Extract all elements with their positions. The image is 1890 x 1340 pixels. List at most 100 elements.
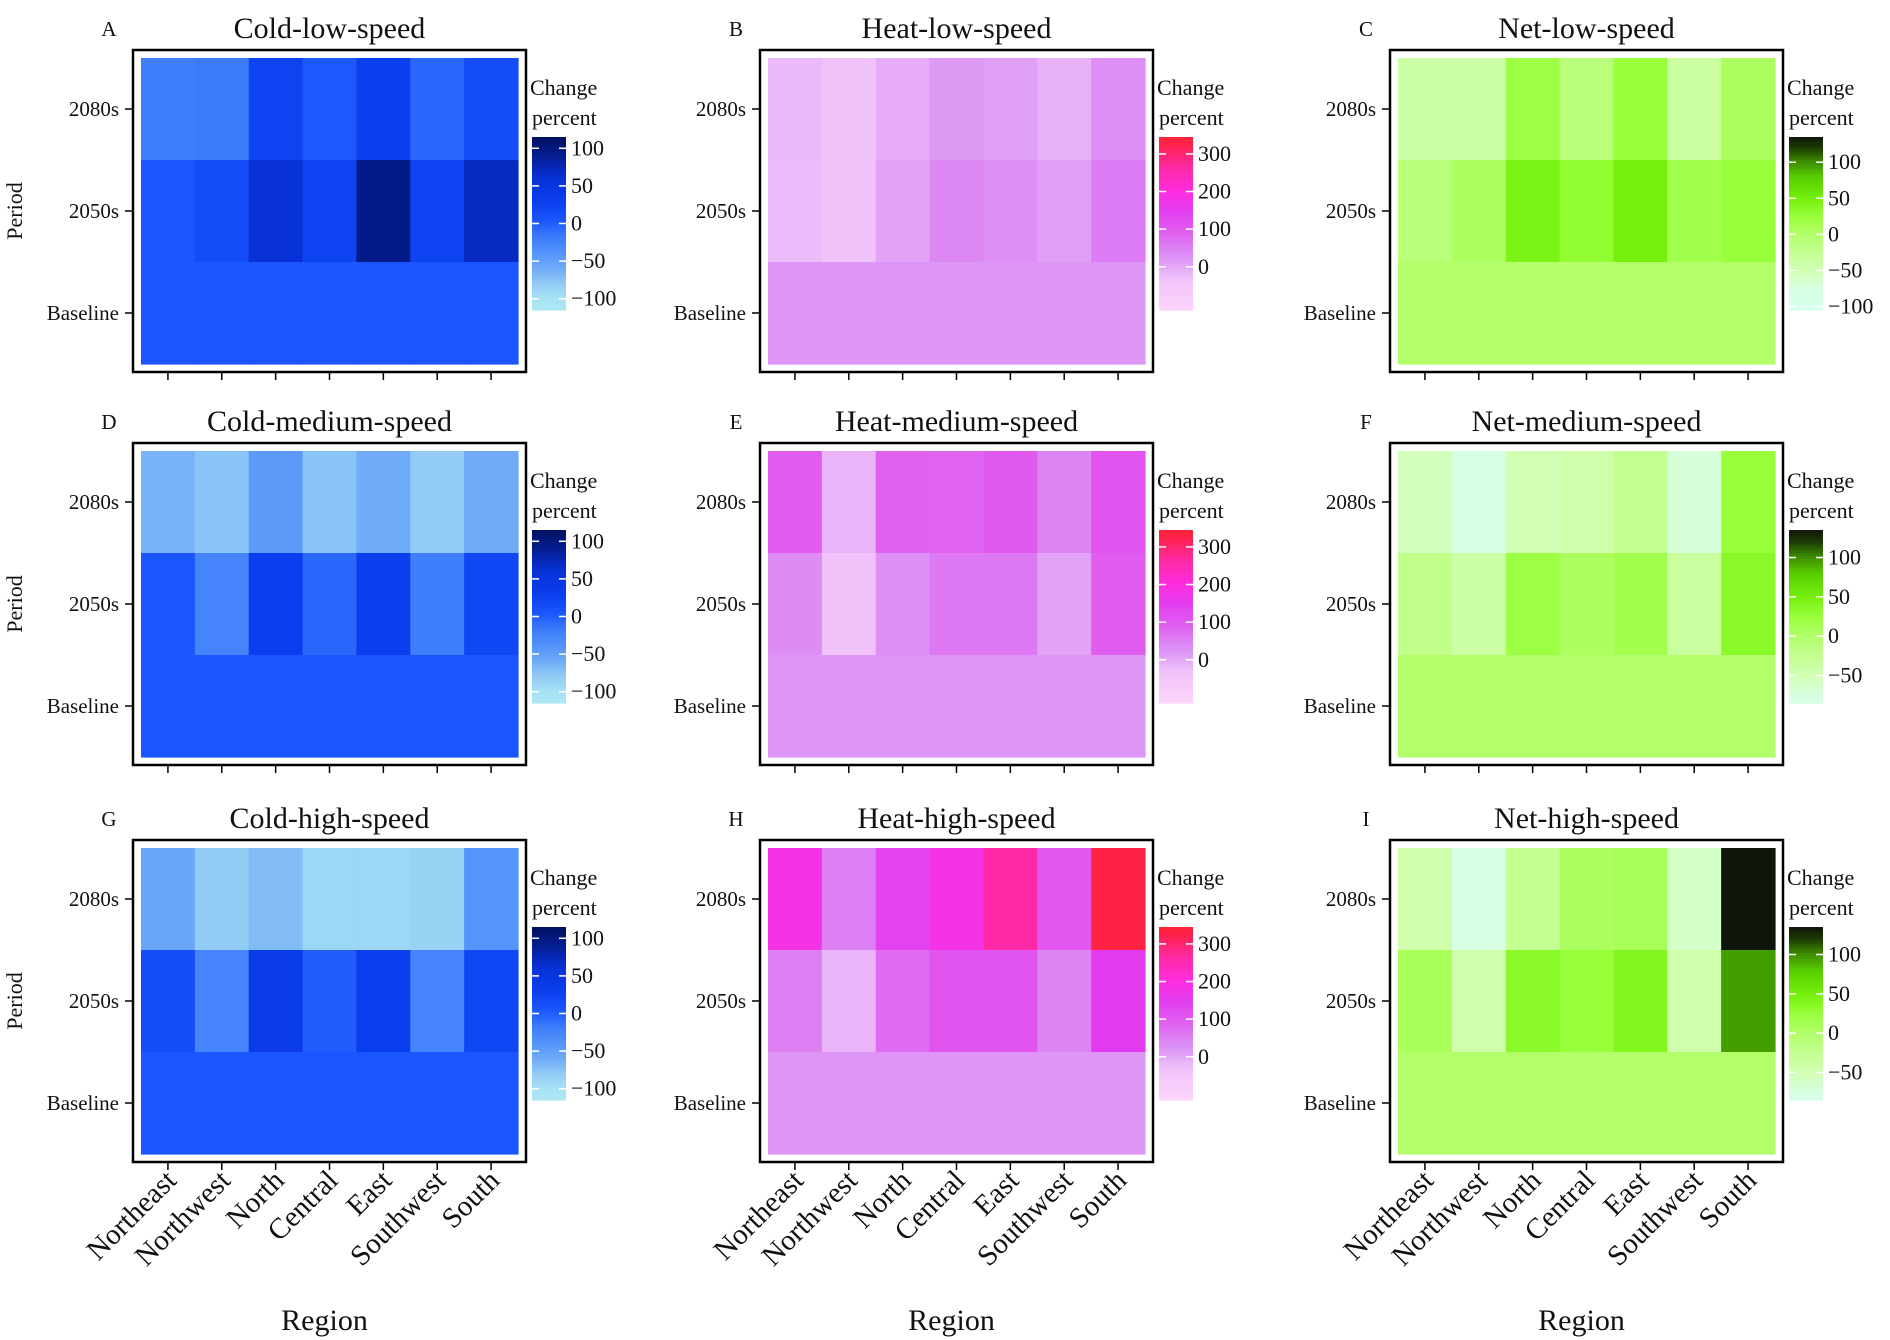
legend-color-step xyxy=(1789,1097,1823,1101)
heatmap-cell xyxy=(141,262,196,365)
heatmap-cell xyxy=(1559,451,1615,554)
legend-color-step xyxy=(532,576,566,580)
legend-color-step xyxy=(532,984,566,989)
legend-color-step xyxy=(1789,1004,1823,1009)
legend-color-step xyxy=(532,561,566,566)
heatmap-cell xyxy=(1505,655,1561,758)
legend-color-step xyxy=(532,1030,566,1035)
heatmap-cell xyxy=(1398,655,1453,758)
legend-color-step xyxy=(1789,682,1823,687)
heatmap-cell xyxy=(768,262,823,365)
legend-tick-label: 100 xyxy=(571,925,604,950)
legend-color-step xyxy=(1789,240,1823,245)
panel-D: D Cold-medium-speed 2080s 2050s Baseline Peri… xyxy=(2,405,616,773)
legend-tick-label: 100 xyxy=(1198,1006,1231,1031)
heatmap-cell xyxy=(1398,1052,1453,1155)
heatmap-cell xyxy=(248,950,304,1053)
y-tick-label: 2080s xyxy=(1326,97,1376,121)
legend-color-step xyxy=(1159,530,1193,534)
heatmap-cell xyxy=(410,58,465,161)
heatmap-cell xyxy=(356,553,411,656)
legend-color-step xyxy=(1789,694,1823,698)
heatmap-cell xyxy=(1667,848,1722,951)
legend-color-step xyxy=(1159,688,1193,693)
heatmap-cell xyxy=(141,848,196,951)
legend-color-step xyxy=(1159,941,1193,945)
panel-letter: C xyxy=(1359,17,1373,41)
legend-color-step xyxy=(1159,289,1193,294)
heatmap-cell xyxy=(929,655,985,758)
legend-color-step xyxy=(1789,214,1823,219)
legend-tick-label: 100 xyxy=(1198,216,1231,241)
heatmap-cell xyxy=(248,1052,304,1155)
heatmap-cell xyxy=(410,848,465,951)
legend-color-step xyxy=(1789,1068,1823,1072)
panel-title: Cold-medium-speed xyxy=(207,405,452,438)
panel-F: F Net-medium-speed 2080s 2050s Baseline Chang… xyxy=(1304,405,1862,773)
heatmap-cell xyxy=(1091,950,1146,1053)
y-tick-label: Baseline xyxy=(1304,301,1376,325)
legend-color-step xyxy=(1789,656,1823,661)
legend-color-step xyxy=(1789,677,1823,681)
legend-color-step xyxy=(532,593,566,597)
legend-color-step xyxy=(1789,307,1823,311)
legend-color-step xyxy=(532,246,566,251)
legend-color-step xyxy=(1789,1022,1823,1026)
legend-color-step xyxy=(1789,203,1823,207)
panel-letter: A xyxy=(101,17,117,41)
legend-title: Change xyxy=(1157,75,1224,100)
heatmap-cell xyxy=(1091,262,1146,365)
legend-color-step xyxy=(1159,183,1193,187)
heatmap-cell xyxy=(248,848,304,951)
y-tick-label: Baseline xyxy=(47,694,119,718)
legend-color-step xyxy=(532,286,566,291)
panel-title: Cold-high-speed xyxy=(230,802,430,835)
legend-color-step xyxy=(532,674,566,678)
legend-tick-label: −50 xyxy=(1828,1059,1862,1084)
legend-color-step xyxy=(1789,639,1823,644)
heatmap-cell xyxy=(768,950,823,1053)
legend-color-step xyxy=(1789,1036,1823,1041)
legend-color-step xyxy=(1159,685,1193,690)
heatmap-cell xyxy=(1721,1052,1776,1155)
legend-color-step xyxy=(1159,304,1193,308)
legend-color-step xyxy=(1159,973,1193,977)
legend-color-step xyxy=(1789,286,1823,291)
legend-color-step xyxy=(532,604,566,609)
legend-color-step xyxy=(1789,938,1823,943)
legend-color-step xyxy=(1789,1076,1823,1081)
x-tick-label: South xyxy=(436,1164,507,1235)
legend-color-step xyxy=(1159,999,1193,1003)
legend-color-step xyxy=(532,665,566,669)
legend-color-step xyxy=(1159,978,1193,983)
legend-color-step xyxy=(1159,174,1193,178)
panel-B: B Heat-low-speed 2080s 2050s Baseline Change p… xyxy=(674,12,1231,380)
heatmap-cell xyxy=(1559,655,1615,758)
legend-color-step xyxy=(1789,272,1823,276)
legend-color-step xyxy=(1159,935,1193,940)
legend-color-step xyxy=(1789,223,1823,227)
legend-color-step xyxy=(532,203,566,207)
legend-color-step xyxy=(1159,1042,1193,1046)
heatmap-cell xyxy=(1091,58,1146,161)
legend-tick-label: 0 xyxy=(1198,254,1209,279)
heatmap-cell xyxy=(1613,1052,1668,1155)
legend-color-step xyxy=(1159,947,1193,951)
legend-color-step xyxy=(532,978,566,983)
legend-color-step xyxy=(532,599,566,603)
panel-title: Net-medium-speed xyxy=(1472,405,1702,438)
legend-color-step xyxy=(1159,929,1193,934)
legend-color-step xyxy=(532,197,566,202)
legend-tick-label: 300 xyxy=(1198,141,1231,166)
legend-color-step xyxy=(532,541,566,546)
heatmap-cell xyxy=(464,655,519,758)
legend-color-step xyxy=(1789,590,1823,595)
legend-color-step xyxy=(532,625,566,629)
legend-color-step xyxy=(532,278,566,282)
heatmap-cell xyxy=(929,848,985,951)
heatmap-cell xyxy=(821,1052,877,1155)
legend-color-step xyxy=(1159,607,1193,612)
legend-color-step xyxy=(1159,604,1193,609)
legend-color-step xyxy=(1789,929,1823,934)
